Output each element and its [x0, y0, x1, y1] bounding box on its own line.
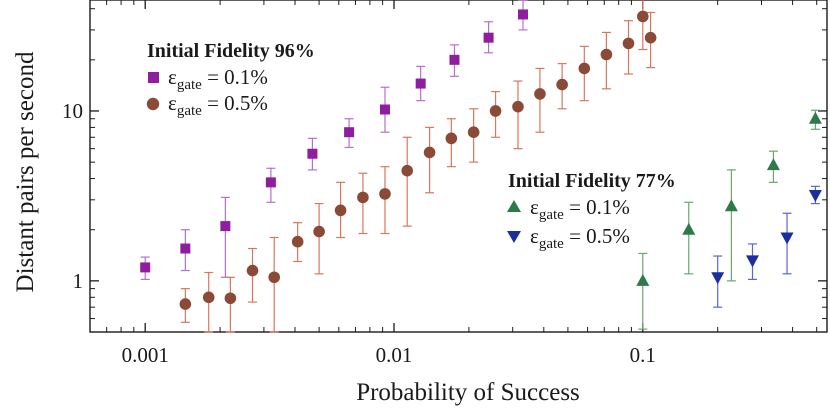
- data-point-circle: [512, 100, 524, 113]
- legend-entry-gate-0-1-green: εgate = 0.1%: [530, 195, 630, 223]
- data-point-circle: [423, 146, 436, 159]
- legend-title-fidelity-96: Initial Fidelity 96%: [147, 40, 315, 62]
- data-point-circle: [622, 37, 635, 50]
- data-point-circle: [379, 188, 391, 200]
- data-point-circle: [600, 48, 613, 61]
- data-point-triangle-down: [745, 255, 759, 268]
- data-point-circle: [291, 235, 304, 248]
- data-point-circle: [467, 126, 480, 138]
- legend-fidelity-77: Initial Fidelity 77% εgate = 0.1% εgate …: [507, 170, 676, 252]
- legend-title-fidelity-77: Initial Fidelity 77%: [508, 170, 676, 192]
- data-point-triangle-up: [766, 158, 780, 171]
- y-tick-label: 10: [62, 99, 83, 123]
- data-point-triangle-up: [636, 273, 650, 286]
- data-point-circle: [202, 291, 215, 304]
- data-point-circle: [246, 264, 259, 277]
- data-point-circle: [357, 191, 369, 204]
- data-point-square: [483, 32, 494, 43]
- data-point-triangle-up: [808, 111, 822, 124]
- data-point-triangle-down: [780, 232, 794, 245]
- data-point-circle: [401, 164, 414, 177]
- data-point-circle: [578, 62, 591, 75]
- data-point-circle: [644, 31, 657, 44]
- data-point-circle: [556, 78, 568, 91]
- y-tick-label: 1: [73, 269, 84, 293]
- data-point-circle: [334, 204, 347, 217]
- legend-fidelity-96: Initial Fidelity 96% εgate = 0.1% εgate …: [146, 40, 315, 119]
- data-point-circle: [313, 225, 325, 238]
- x-tick-label: 0.01: [376, 343, 413, 367]
- data-point-triangle-up: [724, 199, 738, 212]
- data-point-square: [415, 78, 426, 89]
- data-markers: [140, 9, 822, 310]
- legend-entry-gate-0-5-blue: εgate = 0.5%: [530, 224, 630, 252]
- data-point-circle: [268, 271, 281, 284]
- data-point-triangle-down: [711, 272, 725, 285]
- data-point-square: [220, 221, 231, 232]
- legend-marker-triangle-up-green: [507, 200, 521, 212]
- legend-marker-square-purple: [148, 72, 159, 83]
- data-point-circle: [179, 298, 192, 310]
- plot-frame: [89, 0, 828, 333]
- data-point-square: [518, 9, 529, 20]
- data-point-square: [307, 148, 318, 159]
- legend-entry-gate-0-1-purple: εgate = 0.1%: [168, 65, 268, 93]
- data-point-circle: [534, 88, 546, 100]
- data-point-circle: [636, 10, 649, 23]
- legend-marker-triangle-down-blue: [507, 231, 521, 243]
- data-point-square: [379, 104, 390, 115]
- x-tick-label: 0.001: [122, 343, 169, 367]
- data-point-triangle-up: [682, 222, 696, 235]
- data-point-circle: [489, 105, 502, 117]
- legend-marker-circle-brown: [146, 97, 160, 111]
- legend-entry-gate-0-5-brown: εgate = 0.5%: [168, 91, 268, 119]
- x-axis-label: Probability of Success: [356, 379, 580, 406]
- y-axis-label: Distant pairs per second: [12, 51, 39, 292]
- data-point-circle: [224, 292, 237, 305]
- data-point-square: [344, 127, 355, 138]
- data-point-triangle-down: [808, 190, 822, 203]
- data-point-square: [180, 243, 191, 254]
- data-point-square: [265, 177, 276, 188]
- x-tick-label: 0.1: [630, 343, 656, 367]
- data-point-square: [449, 54, 460, 65]
- data-point-circle: [445, 132, 458, 145]
- data-point-square: [140, 262, 151, 273]
